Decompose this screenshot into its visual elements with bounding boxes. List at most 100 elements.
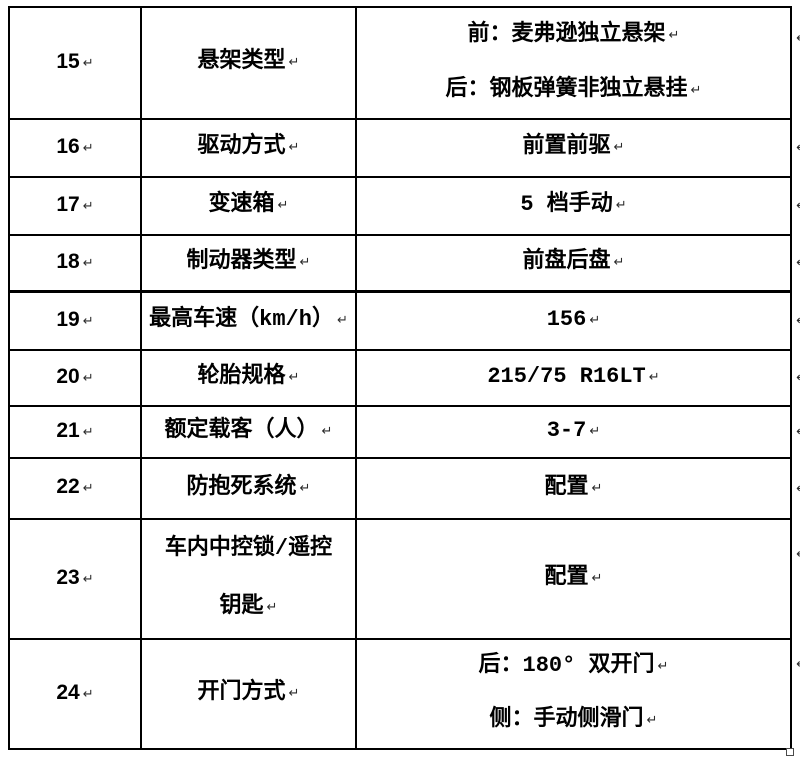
paragraph-mark-icon: ↵ [288, 370, 300, 385]
spec-name-cell[interactable]: 变速箱 ↵ [142, 178, 357, 234]
spec-value-line: 侧：手动侧滑门 ↵ [489, 707, 658, 732]
row-number: 24 ↵ [56, 680, 93, 709]
row-end-mark-icon: ↵ [796, 548, 800, 561]
table-row-21: 21↵ 额定载客（人）↵ 3-7↵ ↵ [10, 407, 800, 459]
spec-name-cell[interactable]: 额定载客（人） ↵ [142, 407, 357, 457]
table-row-19: 19↵ 最高车速（km/h）↵ 156↵ ↵ [10, 293, 800, 351]
spec-name: 开门方式 ↵ [197, 680, 300, 705]
table-row-17: 17↵ 变速箱↵ 5 档手动↵ ↵ [10, 178, 800, 236]
spec-value-line: 后：180° 双开门 ↵ [478, 653, 669, 678]
spec-value-cell[interactable]: 前盘后盘 ↵ [357, 236, 790, 290]
paragraph-mark-icon: ↵ [277, 198, 289, 213]
spec-name-cell[interactable]: 悬架类型 ↵ [142, 8, 357, 118]
row-number-cell[interactable]: 20 ↵ [10, 351, 142, 405]
row-number-cell[interactable]: 24 ↵ [10, 640, 142, 748]
spec-value-line: 后：钢板弹簧非独立悬挂 ↵ [445, 76, 702, 102]
spec-value-cell[interactable]: 3-7 ↵ [357, 407, 790, 457]
row-number: 16 ↵ [56, 134, 93, 163]
paragraph-mark-icon: ↵ [82, 198, 94, 214]
row-number: 18 ↵ [56, 249, 93, 278]
paragraph-mark-icon: ↵ [288, 686, 300, 701]
paragraph-mark-icon: ↵ [336, 313, 348, 328]
table-resize-handle[interactable] [786, 748, 794, 756]
paragraph-mark-icon: ↵ [299, 255, 311, 270]
paragraph-mark-icon: ↵ [615, 198, 627, 213]
row-number: 21 ↵ [56, 418, 93, 447]
paragraph-mark-icon: ↵ [82, 481, 94, 496]
table-row-22: 22↵ 防抱死系统↵ 配置↵ ↵ [10, 459, 800, 520]
row-end-mark-icon: ↵ [796, 372, 800, 385]
spec-name-cell[interactable]: 车内中控锁/遥控 钥匙 ↵ [142, 520, 357, 638]
spec-name: 防抱死系统 ↵ [186, 474, 311, 500]
row-number-cell[interactable]: 17 ↵ [10, 178, 142, 234]
table-row-20: 20↵ 轮胎规格↵ 215/75 R16LT↵ ↵ [10, 351, 800, 407]
table-row-23: 23↵ 车内中控锁/遥控 钥匙↵ 配置↵ ↵ [10, 520, 800, 640]
paragraph-mark-icon: ↵ [668, 27, 680, 43]
row-number-cell[interactable]: 19 ↵ [10, 293, 142, 349]
spec-value-line: 5 档手动 ↵ [520, 192, 627, 217]
spec-name-cell[interactable]: 制动器类型 ↵ [142, 236, 357, 290]
paragraph-mark-icon: ↵ [82, 370, 94, 386]
spec-value-cell[interactable]: 215/75 R16LT ↵ [357, 351, 790, 405]
row-end-mark-icon: ↵ [796, 257, 800, 270]
row-end-mark-icon: ↵ [796, 426, 800, 439]
row-number-cell[interactable]: 15 ↵ [10, 8, 142, 118]
spec-value-line: 156 ↵ [546, 307, 601, 332]
paragraph-mark-icon: ↵ [82, 55, 94, 71]
spec-name-cell[interactable]: 防抱死系统 ↵ [142, 459, 357, 518]
paragraph-mark-icon: ↵ [613, 255, 625, 270]
spec-name: 最高车速（km/h） ↵ [149, 307, 348, 332]
paragraph-mark-icon: ↵ [648, 370, 660, 385]
spec-value-cell[interactable]: 配置 ↵ [357, 459, 790, 518]
row-end-mark-icon: ↵ [796, 142, 800, 155]
spec-name-line: 钥匙 ↵ [219, 594, 278, 619]
spec-value-line: 配置 ↵ [544, 474, 603, 500]
spec-name: 额定载客（人） ↵ [164, 418, 333, 443]
spec-value-cell[interactable]: 后：180° 双开门 ↵ 侧：手动侧滑门 ↵ [357, 640, 790, 748]
row-number-cell[interactable]: 22 ↵ [10, 459, 142, 518]
paragraph-mark-icon: ↵ [82, 255, 94, 271]
paragraph-mark-icon: ↵ [266, 600, 278, 615]
row-number-cell[interactable]: 23 ↵ [10, 520, 142, 638]
paragraph-mark-icon: ↵ [589, 424, 601, 439]
row-number-cell[interactable]: 16 ↵ [10, 120, 142, 176]
spec-name: 轮胎规格 ↵ [197, 364, 300, 389]
row-number: 22 ↵ [56, 474, 93, 503]
spec-name: 驱动方式 ↵ [197, 134, 300, 159]
row-end-mark-icon: ↵ [796, 482, 800, 495]
paragraph-mark-icon: ↵ [321, 424, 333, 439]
row-end-mark-icon: ↵ [796, 32, 800, 45]
spec-value-line: 前置前驱 ↵ [522, 134, 625, 159]
spec-value-line: 前盘后盘 ↵ [522, 249, 625, 274]
spec-value-cell[interactable]: 前置前驱 ↵ [357, 120, 790, 176]
spec-value-cell[interactable]: 前：麦弗逊独立悬架 ↵ 后：钢板弹簧非独立悬挂 ↵ [357, 8, 790, 118]
spec-name: 制动器类型 ↵ [186, 249, 311, 274]
table-row-18: 18↵ 制动器类型↵ 前盘后盘↵ ↵ [10, 236, 800, 293]
spec-name-cell[interactable]: 驱动方式 ↵ [142, 120, 357, 176]
spec-value-line: 3-7 ↵ [546, 418, 601, 443]
spec-name: 悬架类型 ↵ [197, 49, 300, 74]
paragraph-mark-icon: ↵ [82, 140, 94, 156]
spec-name-cell[interactable]: 开门方式 ↵ [142, 640, 357, 748]
paragraph-mark-icon: ↵ [613, 140, 625, 155]
spec-name-cell[interactable]: 轮胎规格 ↵ [142, 351, 357, 405]
spec-value-cell[interactable]: 156 ↵ [357, 293, 790, 349]
paragraph-mark-icon: ↵ [646, 713, 658, 728]
spec-value-cell[interactable]: 5 档手动 ↵ [357, 178, 790, 234]
paragraph-mark-icon: ↵ [82, 571, 94, 587]
row-number: 15 ↵ [56, 49, 93, 78]
spec-name: 变速箱 ↵ [208, 192, 289, 217]
vehicle-spec-table: 15↵ 悬架类型↵ 前：麦弗逊独立悬架↵ 后：钢板弹簧非独立悬挂↵ ↵ 16↵ … [8, 6, 800, 750]
paragraph-mark-icon: ↵ [591, 571, 603, 586]
spec-value-cell[interactable]: 配置 ↵ [357, 520, 790, 638]
paragraph-mark-icon: ↵ [82, 313, 94, 329]
row-number: 23 ↵ [56, 565, 93, 594]
row-end-mark-icon: ↵ [796, 658, 800, 671]
spec-name-cell[interactable]: 最高车速（km/h） ↵ [142, 293, 357, 349]
row-number-cell[interactable]: 21 ↵ [10, 407, 142, 457]
spec-name-line: 车内中控锁/遥控 [164, 536, 333, 561]
row-end-mark-icon: ↵ [796, 315, 800, 328]
row-number: 19 ↵ [56, 307, 93, 336]
row-number-cell[interactable]: 18 ↵ [10, 236, 142, 290]
